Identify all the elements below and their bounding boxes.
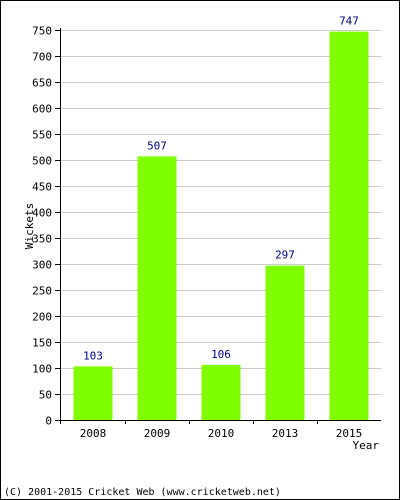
y-tick-label: 750 [32,25,52,38]
y-axis-title: Wickets [23,203,36,249]
bar [265,265,305,420]
bar [73,366,113,420]
bar [329,31,369,420]
bar [137,156,177,420]
data-label: 106 [211,348,231,361]
data-label: 507 [147,139,167,152]
y-tick-label: 700 [32,51,52,64]
y-tick-label: 50 [39,389,52,402]
grid-lines [60,30,381,395]
x-tick-labels: 2008 2009 2010 2013 2015 [80,427,363,440]
data-labels: 103 507 106 297 747 [83,15,359,363]
bars [73,31,369,420]
y-tick-label: 500 [32,155,52,168]
data-label: 747 [339,15,359,28]
y-tick-label: 200 [32,311,52,324]
y-tick-label: 0 [45,415,52,428]
y-tick-label: 650 [32,77,52,90]
y-tick-label: 400 [32,207,52,220]
y-tick-label: 350 [32,233,52,246]
y-tick-label: 450 [32,181,52,194]
x-tick-label: 2008 [80,427,107,440]
y-tick-label: 100 [32,363,52,376]
data-label: 103 [83,349,103,362]
x-axis-title: Year [353,439,380,452]
x-tick-label: 2009 [144,427,171,440]
y-tick-label: 550 [32,129,52,142]
y-tick-label: 150 [32,337,52,350]
bar [201,364,241,420]
y-tick-labels: 0 50 100 150 200 250 300 350 400 450 500 550 600 650 7… [32,25,52,428]
x-tick-label: 2010 [208,427,235,440]
y-tick-label: 300 [32,259,52,272]
data-label: 297 [275,249,295,262]
x-tick-label: 2013 [272,427,299,440]
y-tick-label: 600 [32,103,52,116]
copyright-footer: (C) 2001-2015 Cricket Web (www.cricketwe… [4,487,281,498]
y-tick-label: 250 [32,285,52,298]
x-tick-label: 2015 [336,427,363,440]
axes [55,28,381,424]
